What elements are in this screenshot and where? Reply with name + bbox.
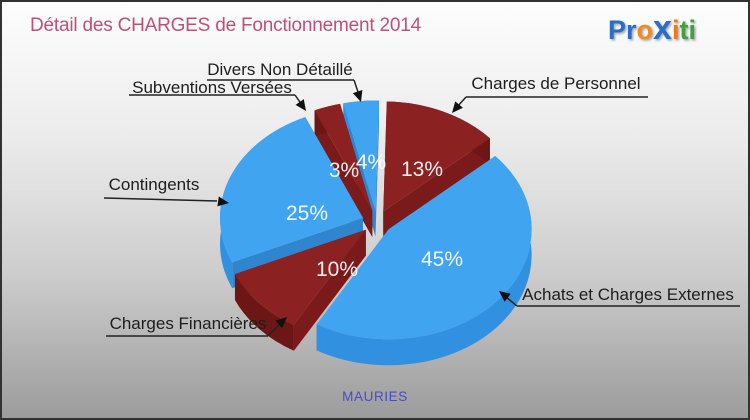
logo-letter-0: P: [608, 15, 627, 45]
logo-letter-5: t: [679, 15, 689, 45]
logo-letter-6: i: [688, 15, 696, 45]
callout-arrowhead-icon: [499, 291, 511, 302]
proxiti-logo: Proxiti: [608, 8, 696, 50]
callout-divers-non-detaille: Divers Non Détaillé: [207, 60, 363, 102]
slice-callout-label: Divers Non Détaillé: [207, 60, 353, 79]
callout-leader-line: [103, 197, 218, 202]
callout-achats-et-charges-externes: Achats et Charges Externes: [499, 285, 740, 307]
logo-letter-3: x: [653, 9, 672, 47]
commune-name: MAURIES: [342, 389, 408, 404]
callout-charges-de-personnel: Charges de Personnel: [452, 74, 648, 113]
slice-callout-label: Charges Financières: [110, 314, 267, 333]
pie-slice-charges-de-personnel: [383, 101, 490, 238]
slice-callout-label: Achats et Charges Externes: [522, 285, 734, 304]
pie-slice-achats-et-charges-externes: [316, 155, 532, 366]
slice-percent-label: 45%: [421, 248, 463, 271]
callout-arrowhead-icon: [352, 89, 363, 102]
logo-letter-2: o: [636, 15, 654, 45]
slice-percent-label: 4%: [356, 151, 386, 174]
chart-title: Détail des CHARGES de Fonctionnement 201…: [30, 15, 422, 36]
callout-arrowhead-icon: [295, 99, 306, 111]
callout-contingents: Contingents: [103, 175, 229, 207]
callout-leader-line: [505, 296, 518, 307]
callout-leader-line: [267, 323, 281, 337]
slice-percent-label: 10%: [316, 258, 358, 281]
callout-charges-financieres: Charges Financières: [106, 314, 287, 337]
pie-slice-charges-financieres: [234, 229, 366, 351]
callout-arrowhead-icon: [275, 317, 287, 329]
slice-percent-label: 13%: [401, 158, 443, 181]
logo-letter-1: r: [626, 15, 637, 45]
slice-percent-label: 25%: [286, 202, 328, 225]
callout-subventions-versees: Subventions Versées: [129, 78, 306, 111]
slice-callout-label: Contingents: [109, 175, 200, 194]
pie-slice-subventions-versees: [314, 103, 373, 238]
callout-arrowhead-icon: [217, 196, 229, 207]
slice-callout-label: Subventions Versées: [132, 78, 292, 97]
slice-percent-label: 3%: [329, 159, 359, 182]
slice-callout-label: Charges de Personnel: [471, 74, 640, 93]
callout-arrowhead-icon: [452, 101, 463, 113]
logo-letter-4: i: [671, 15, 680, 45]
